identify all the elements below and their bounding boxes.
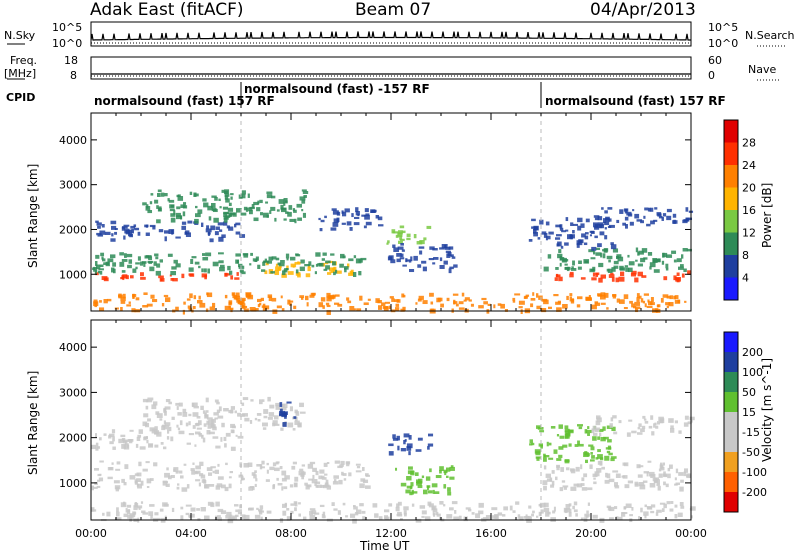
beam-title: Beam 07 bbox=[355, 0, 432, 20]
date-title: 04/Apr/2013 bbox=[590, 0, 696, 20]
power-ytick-label: 1000 bbox=[59, 268, 87, 281]
nsearch-label: N.Search bbox=[745, 29, 795, 42]
noise-tick-right-bottom: 10^0 bbox=[708, 37, 739, 50]
velocity-band-5 bbox=[395, 465, 455, 496]
velocity-colorbar-tick-label: -50 bbox=[742, 446, 760, 459]
power-band-12 bbox=[93, 292, 687, 315]
velocity-band-9 bbox=[91, 501, 696, 524]
xtick-label: 20:00 bbox=[575, 527, 607, 540]
power-band-7 bbox=[387, 243, 458, 274]
station-title: Adak East (fitACF) bbox=[90, 0, 244, 20]
velocity-colorbar-tick-label: 200 bbox=[742, 346, 763, 359]
power-band-11 bbox=[593, 207, 694, 229]
velocity-ytick-label: 1000 bbox=[59, 477, 87, 490]
velocity-band-6 bbox=[542, 460, 692, 492]
freq-tick-left-top: 18 bbox=[64, 54, 78, 67]
power-ytick-label: 4000 bbox=[59, 134, 87, 147]
velocity-ytick-label: 4000 bbox=[59, 341, 87, 354]
power-band-4 bbox=[142, 189, 309, 224]
power-colorbar-segment bbox=[724, 232, 738, 255]
velocity-band-4 bbox=[388, 433, 434, 456]
power-band-10 bbox=[528, 216, 617, 251]
power-colorbar-tick-label: 24 bbox=[742, 159, 756, 172]
xtick-label: 00:00 bbox=[75, 527, 107, 540]
velocity-colorbar-segment bbox=[724, 472, 738, 492]
power-colorbar-tick-label: 8 bbox=[742, 249, 749, 262]
noise-tick-left-bottom: 10^0 bbox=[52, 37, 83, 50]
power-colorbar-tick-label: 28 bbox=[742, 137, 756, 150]
cpid-mode-1: normalsound (fast) 157 RF bbox=[94, 94, 275, 108]
power-colorbar-tick-label: 20 bbox=[742, 182, 756, 195]
power-colorbar-segment bbox=[724, 142, 738, 165]
power-band-6 bbox=[386, 225, 432, 245]
power-colorbar-frame bbox=[723, 119, 739, 301]
cpid-label: CPID bbox=[6, 91, 36, 104]
power-ytick-label: 2000 bbox=[59, 223, 87, 236]
power-band-9 bbox=[543, 247, 692, 273]
velocity-colorbar-segment bbox=[724, 332, 738, 352]
power-band-8 bbox=[554, 270, 692, 283]
freq-label-line1: Freq. bbox=[10, 54, 38, 67]
noise-tick-right-top: 10^5 bbox=[708, 21, 739, 34]
velocity-ytick-label: 2000 bbox=[59, 432, 87, 445]
power-colorbar-segment bbox=[724, 165, 738, 188]
velocity-colorbar-segment bbox=[724, 372, 738, 392]
noise-tick-left-top: 10^5 bbox=[52, 21, 83, 34]
xtick-label: 04:00 bbox=[175, 527, 207, 540]
power-colorbar-segment bbox=[724, 187, 738, 210]
velocity-band-0 bbox=[91, 460, 371, 492]
velocity-colorbar-segment bbox=[724, 452, 738, 472]
xtick-label: 16:00 bbox=[475, 527, 507, 540]
velocity-colorbar-tick-label: 15 bbox=[742, 406, 756, 419]
freq-tick-right-top: 60 bbox=[708, 54, 722, 67]
power-colorbar-tick-label: 4 bbox=[742, 272, 749, 285]
power-band-1 bbox=[264, 260, 354, 278]
freq-tick-left-bottom: 8 bbox=[70, 69, 77, 82]
freq-label-line2: [MHz] bbox=[4, 67, 37, 80]
noise-trace bbox=[90, 31, 691, 41]
power-colorbar-segment bbox=[724, 277, 738, 300]
power-colorbar-segment bbox=[724, 255, 738, 278]
freq-panel-frame bbox=[90, 56, 692, 80]
xtick-label: 12:00 bbox=[375, 527, 407, 540]
velocity-colorbar-segment bbox=[724, 412, 738, 432]
power-band-0 bbox=[95, 272, 240, 282]
noise-panel-frame bbox=[90, 21, 692, 47]
velocity-colorbar-segment bbox=[724, 432, 738, 452]
xtick-label: 08:00 bbox=[275, 527, 307, 540]
cpid-mode-2: normalsound (fast) -157 RF bbox=[244, 82, 430, 96]
x-axis-title: Time UT bbox=[360, 539, 410, 553]
velocity-colorbar-tick-label: 100 bbox=[742, 366, 763, 379]
power-colorbar-tick-label: 12 bbox=[742, 227, 756, 240]
velocity-colorbar-frame bbox=[723, 331, 739, 513]
velocity-colorbar-tick-label: -200 bbox=[742, 486, 767, 499]
power-band-3 bbox=[95, 220, 246, 243]
cpid-mode-3: normalsound (fast) 157 RF bbox=[545, 94, 726, 108]
velocity-colorbar-tick-label: -100 bbox=[742, 466, 767, 479]
velocity-colorbar-segment bbox=[724, 352, 738, 372]
xtick-label: 00:00 bbox=[675, 527, 707, 540]
power-band-2 bbox=[92, 252, 367, 277]
power-band-5 bbox=[318, 207, 384, 232]
power-ytick-label: 3000 bbox=[59, 179, 87, 192]
velocity-colorbar-tick-label: -15 bbox=[742, 426, 760, 439]
velocity-ytick-label: 3000 bbox=[59, 386, 87, 399]
velocity-colorbar-segment bbox=[724, 392, 738, 412]
velocity-colorbar-segment bbox=[724, 492, 738, 512]
power-colorbar-segment bbox=[724, 210, 738, 233]
velocity-colorbar-tick-label: 50 bbox=[742, 386, 756, 399]
velocity-band-8 bbox=[591, 415, 695, 437]
nsky-label: N.Sky bbox=[4, 29, 36, 42]
freq-tick-right-bottom: 0 bbox=[708, 69, 715, 82]
velocity-band-7 bbox=[529, 424, 617, 464]
power-colorbar-segment bbox=[724, 120, 738, 143]
velocity-band-3 bbox=[279, 401, 297, 427]
power-colorbar-tick-label: 16 bbox=[742, 204, 756, 217]
velocity-band-1 bbox=[91, 428, 244, 451]
nave-label: Nave bbox=[748, 63, 777, 76]
